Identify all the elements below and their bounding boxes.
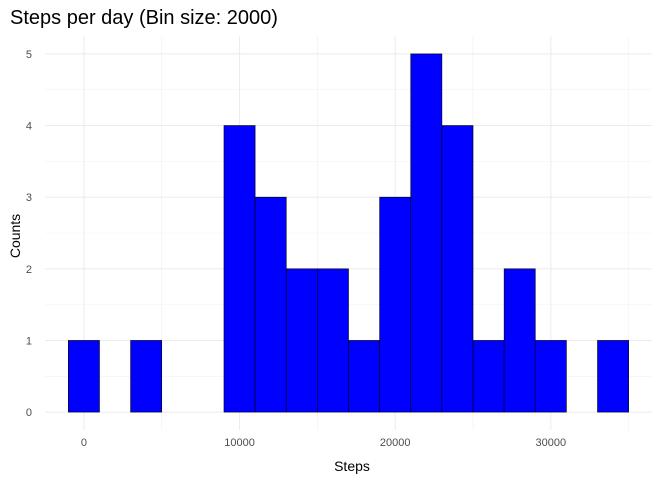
- histogram-bar: [254, 196, 287, 413]
- y-axis-label: Counts: [7, 214, 23, 258]
- histogram-bar: [285, 268, 318, 413]
- histogram-bars: [68, 53, 629, 413]
- histogram-bar: [348, 340, 380, 413]
- histogram-bar: [223, 125, 256, 413]
- y-axis-ticks: 0 1 2 3 4 5: [26, 49, 32, 419]
- histogram-bar: [130, 340, 163, 413]
- histogram-bar: [597, 340, 629, 413]
- y-tick-label: 4: [26, 121, 32, 133]
- y-tick-label: 1: [26, 335, 32, 347]
- x-tick-label: 0: [81, 437, 87, 449]
- y-tick-label: 2: [26, 264, 32, 276]
- histogram-bar: [503, 268, 536, 413]
- x-axis-ticks: 0 10000 20000 30000: [81, 437, 566, 449]
- histogram-bar: [317, 268, 349, 413]
- histogram-bar: [472, 340, 505, 413]
- x-tick-label: 30000: [536, 437, 567, 449]
- histogram-bar: [441, 125, 474, 413]
- histogram-bar: [379, 196, 412, 413]
- y-tick-label: 5: [26, 49, 32, 61]
- x-axis-label: Steps: [334, 458, 370, 474]
- y-tick-label: 0: [26, 407, 32, 419]
- histogram-bar: [410, 53, 443, 413]
- y-tick-label: 3: [26, 192, 32, 204]
- x-tick-label: 10000: [224, 437, 255, 449]
- histogram-bar: [534, 340, 567, 413]
- histogram-bar: [68, 340, 100, 413]
- chart-title: Steps per day (Bin size: 2000): [10, 7, 278, 29]
- x-tick-label: 20000: [380, 437, 411, 449]
